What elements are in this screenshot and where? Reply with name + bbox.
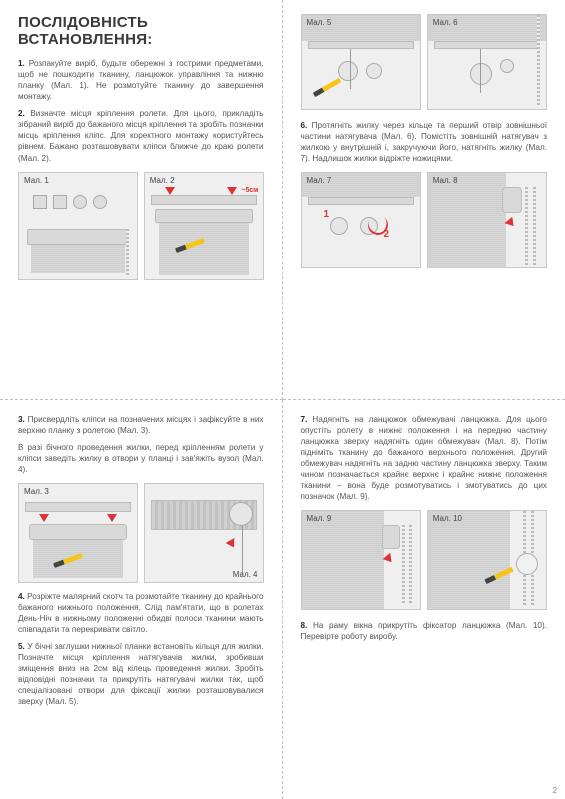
quadrant-bottom-right: 7. Надягніть на ланцюжок обмежувачі ланц… <box>283 400 565 799</box>
figure-7-caption: Мал. 7 <box>307 176 332 185</box>
offset-label: ~5см <box>241 187 258 194</box>
figure-10: Мал. 10 <box>427 510 547 610</box>
figure-2-caption: Мал. 2 <box>150 176 175 185</box>
figure-4-caption: Мал. 4 <box>233 570 258 579</box>
figure-9-caption: Мал. 9 <box>307 514 332 523</box>
figure-5-caption: Мал. 5 <box>307 18 332 27</box>
step-3b: В разі бічного проведення жилки, перед к… <box>18 442 264 475</box>
step-6: 6. Протягніть жилку через кільце та перш… <box>301 120 548 164</box>
figure-9: Мал. 9 <box>301 510 421 610</box>
figure-1-caption: Мал. 1 <box>24 176 49 185</box>
page-title: ПОСЛІДОВНІСТЬ ВСТАНОВЛЕННЯ: <box>18 14 264 48</box>
figure-7: Мал. 7 1 2 <box>301 172 421 268</box>
step-1: 1. Розпакуйте виріб, будьте обережні з г… <box>18 58 264 102</box>
quadrant-top-right: Мал. 5 Мал. 6 6. Протягніть жилку через … <box>283 0 565 400</box>
figure-1: Мал. 1 <box>18 172 138 280</box>
figure-6-caption: Мал. 6 <box>433 18 458 27</box>
figure-2: Мал. 2 ~5см <box>144 172 264 280</box>
quadrant-top-left: ПОСЛІДОВНІСТЬ ВСТАНОВЛЕННЯ: 1. Розпакуйт… <box>0 0 283 400</box>
figure-row-3-4: Мал. 3 Мал. 4 <box>18 483 264 583</box>
step-4: 4. Розріжте малярний скотч та розмотайте… <box>18 591 264 635</box>
figure-row-7-8: Мал. 7 1 2 Мал. 8 <box>301 172 548 268</box>
figure-3: Мал. 3 <box>18 483 138 583</box>
figure-row-1-2: Мал. 1 Мал. 2 ~5см <box>18 172 264 280</box>
step-7: 7. Надягніть на ланцюжок обмежувачі ланц… <box>301 414 548 503</box>
figure-5: Мал. 5 <box>301 14 421 110</box>
figure-4: Мал. 4 <box>144 483 264 583</box>
figure-10-caption: Мал. 10 <box>433 514 462 523</box>
figure-8-caption: Мал. 8 <box>433 176 458 185</box>
figure-8: Мал. 8 <box>427 172 547 268</box>
figure-row-5-6: Мал. 5 Мал. 6 <box>301 14 548 110</box>
marker-1: 1 <box>324 209 330 220</box>
step-2: 2. Визначте місця кріплення ролети. Для … <box>18 108 264 163</box>
page-number: 2 <box>553 786 557 795</box>
figure-3-caption: Мал. 3 <box>24 487 49 496</box>
figure-row-9-10: Мал. 9 Мал. 10 <box>301 510 548 610</box>
figure-6: Мал. 6 <box>427 14 547 110</box>
step-8: 8. На раму вікна прикрутіть фіксатор лан… <box>301 620 548 642</box>
step-5: 5. У бічні заглушки нижньої планки встан… <box>18 641 264 707</box>
step-3: 3. Присвердліть кліпси на позначених міс… <box>18 414 264 436</box>
quadrant-bottom-left: 3. Присвердліть кліпси на позначених міс… <box>0 400 283 799</box>
